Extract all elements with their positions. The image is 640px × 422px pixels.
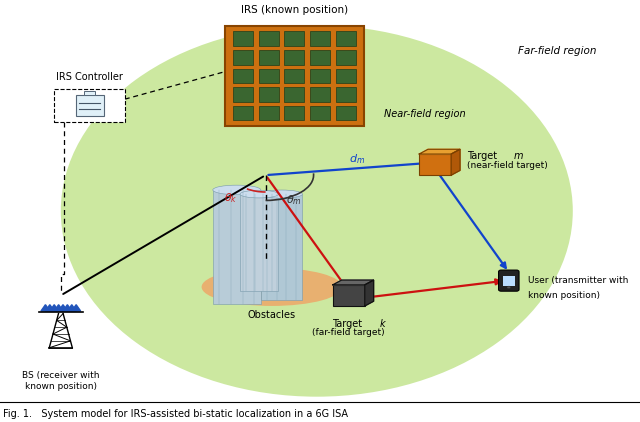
Bar (285, 68, 305, 84)
Bar (259, 50, 279, 65)
Bar (310, 32, 330, 46)
Bar (335, 87, 356, 102)
Bar (310, 50, 330, 65)
Bar (333, 285, 365, 306)
Polygon shape (58, 305, 67, 311)
Polygon shape (63, 305, 72, 311)
Bar (234, 32, 253, 46)
Bar (310, 68, 330, 84)
Polygon shape (50, 305, 59, 311)
Bar (225, 26, 364, 126)
Polygon shape (451, 149, 460, 175)
Ellipse shape (61, 25, 573, 397)
Polygon shape (41, 305, 50, 311)
Text: IRS Controller: IRS Controller (56, 72, 123, 82)
Bar (234, 50, 253, 65)
Bar (285, 106, 305, 121)
FancyBboxPatch shape (499, 270, 519, 291)
Bar (335, 32, 356, 46)
Bar (259, 106, 279, 121)
Ellipse shape (202, 268, 342, 306)
Polygon shape (333, 280, 374, 285)
Bar (54, 89, 125, 122)
Bar (285, 32, 305, 46)
Ellipse shape (261, 190, 303, 198)
Text: BS (receiver with
known position): BS (receiver with known position) (22, 371, 100, 391)
Bar (234, 87, 253, 102)
Text: Obstacles: Obstacles (248, 310, 296, 320)
Text: Far-field region: Far-field region (518, 46, 597, 56)
Ellipse shape (240, 190, 278, 198)
Bar (76, 95, 104, 116)
Polygon shape (419, 149, 460, 154)
Bar (234, 68, 253, 84)
Bar (335, 50, 356, 65)
Bar (335, 68, 356, 84)
Polygon shape (54, 305, 63, 311)
Text: k: k (380, 319, 385, 329)
Bar (212, 190, 261, 304)
Text: $\theta_k$: $\theta_k$ (223, 192, 237, 205)
Polygon shape (365, 280, 374, 306)
Bar (310, 106, 330, 121)
Circle shape (507, 286, 511, 289)
Bar (335, 106, 356, 121)
Bar (285, 87, 305, 102)
Bar (84, 91, 95, 95)
Bar (259, 68, 279, 84)
Bar (240, 194, 278, 291)
Text: Fig. 1.   System model for IRS-assisted bi-static localization in a 6G ISA: Fig. 1. System model for IRS-assisted bi… (3, 409, 348, 419)
Text: User (transmitter with: User (transmitter with (528, 276, 628, 285)
Bar (234, 106, 253, 121)
Text: $d_m$: $d_m$ (349, 152, 365, 165)
Text: m: m (513, 151, 523, 161)
Text: Target: Target (467, 151, 500, 161)
Polygon shape (72, 305, 81, 311)
Text: known position): known position) (528, 291, 600, 300)
Text: IRS (known position): IRS (known position) (241, 5, 348, 15)
Bar (310, 87, 330, 102)
Text: Near-field region: Near-field region (384, 109, 466, 119)
Bar (261, 194, 302, 300)
Bar (419, 154, 451, 175)
Ellipse shape (212, 185, 261, 195)
Text: (near-field target): (near-field target) (467, 161, 548, 170)
Bar (259, 87, 279, 102)
Bar (503, 276, 515, 286)
Text: Target: Target (332, 319, 365, 329)
Bar (259, 32, 279, 46)
Text: $\theta_m$: $\theta_m$ (287, 194, 302, 207)
Polygon shape (67, 305, 76, 311)
Polygon shape (45, 305, 54, 311)
Text: (far-field target): (far-field target) (312, 328, 385, 337)
Bar (285, 50, 305, 65)
